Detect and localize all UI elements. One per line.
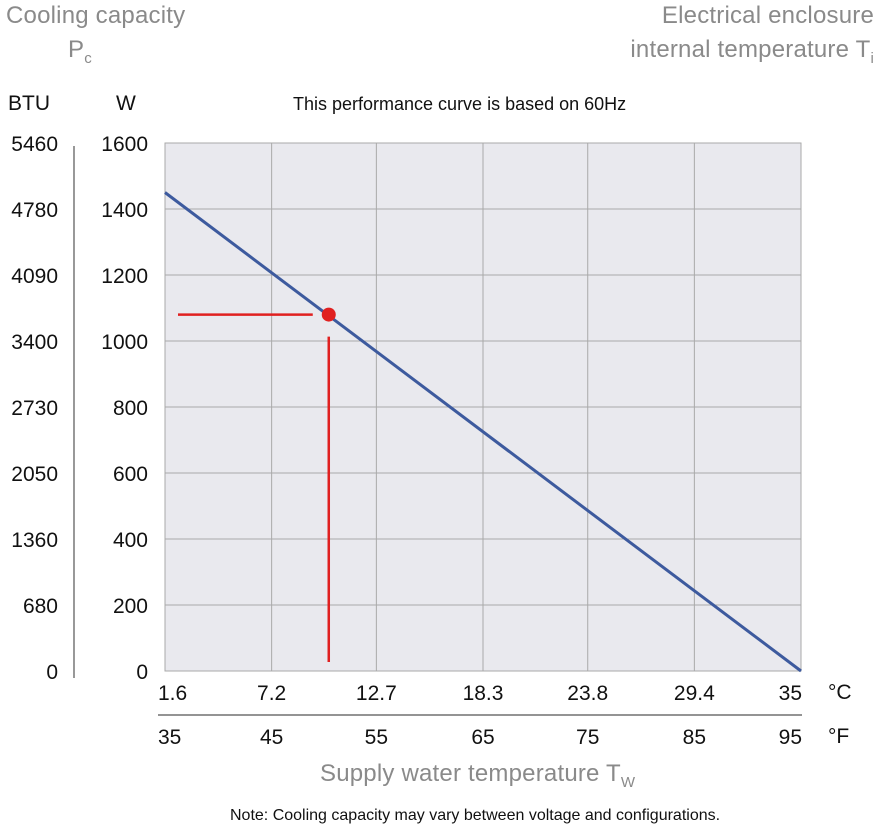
unit-w-label: W [116, 92, 136, 115]
x-tick-label-celsius: 12.7 [356, 682, 397, 705]
x-tick-label-celsius: 23.8 [567, 682, 608, 705]
y-axis-symbol-letter: P [68, 36, 85, 63]
x-axis-title: Supply water temperature TW [320, 760, 635, 791]
y-tick-label-w: 600 [113, 463, 148, 486]
y-axis-title: Cooling capacity [6, 2, 186, 29]
x-axis-title-subscript: W [620, 774, 636, 791]
chart-subtitle: This performance curve is based on 60Hz [293, 94, 627, 114]
series-line [164, 191, 802, 673]
x-tick-label-celsius: 29.4 [674, 682, 715, 705]
enclosure-title-line2: internal temperature Ti [630, 36, 874, 67]
enclosure-title-subscript: i [870, 50, 874, 67]
y-tick-label-w: 1600 [101, 133, 148, 156]
x-tick-label-fahrenheit: 75 [576, 726, 599, 749]
unit-btu-label: BTU [8, 92, 50, 115]
y-tick-label-btu: 1360 [11, 529, 58, 552]
x-tick-label-celsius: 1.6 [158, 682, 187, 705]
y-tick-label-btu: 4780 [11, 199, 58, 222]
y-tick-label-w: 1200 [101, 265, 148, 288]
x-tick-label-fahrenheit: 35 [158, 726, 181, 749]
enclosure-title-text: internal temperature T [630, 36, 871, 63]
x-tick-label-fahrenheit: 65 [471, 726, 494, 749]
enclosure-title-line1: Electrical enclosure [661, 2, 874, 29]
celsius-unit-label: °C [828, 681, 852, 704]
y-tick-label-btu: 2730 [11, 397, 58, 420]
y-tick-label-btu: 5460 [11, 133, 58, 156]
y-tick-label-btu: 2050 [11, 463, 58, 486]
footnote: Note: Cooling capacity may vary between … [230, 807, 721, 824]
y-tick-label-w: 200 [113, 595, 148, 618]
y-tick-label-w: 1000 [101, 331, 148, 354]
x-tick-label-celsius: 7.2 [257, 682, 286, 705]
y-tick-label-btu: 680 [23, 595, 58, 618]
x-axis-title-text: Supply water temperature T [320, 760, 621, 787]
y-axis-symbol-subscript: c [84, 50, 92, 67]
y-tick-label-btu: 0 [46, 661, 58, 684]
y-tick-label-w: 400 [113, 529, 148, 552]
y-axis-symbol: Pc [68, 36, 92, 67]
y-tick-label-btu: 3400 [11, 331, 58, 354]
fahrenheit-unit-label: °F [828, 725, 850, 748]
x-tick-label-celsius: 35 [779, 682, 802, 705]
marker-point [321, 307, 336, 322]
x-tick-label-fahrenheit: 55 [365, 726, 388, 749]
x-tick-label-fahrenheit: 95 [779, 726, 802, 749]
y-tick-label-w: 0 [136, 661, 148, 684]
x-tick-label-fahrenheit: 85 [683, 726, 706, 749]
x-tick-label-celsius: 18.3 [463, 682, 504, 705]
x-tick-label-fahrenheit: 45 [260, 726, 283, 749]
y-tick-label-w: 800 [113, 397, 148, 420]
y-tick-label-btu: 4090 [11, 265, 58, 288]
y-tick-label-w: 1400 [101, 199, 148, 222]
